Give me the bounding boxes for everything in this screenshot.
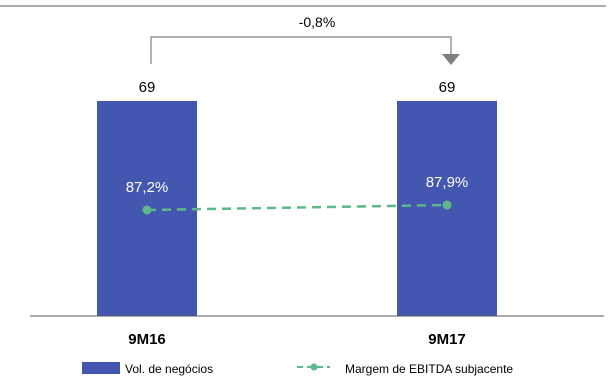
bar-value-label-9M17: 69 bbox=[439, 79, 456, 96]
change-label: -0,8% bbox=[299, 14, 336, 30]
category-label-9M17: 9M17 bbox=[428, 331, 466, 348]
legend-line-label: Margem de EBITDA subjacente bbox=[345, 362, 513, 376]
margin-point-9M16 bbox=[142, 205, 152, 215]
change-arrow-icon bbox=[442, 54, 460, 65]
bar-value-label-9M16: 69 bbox=[139, 79, 156, 96]
legend-bar-swatch bbox=[82, 362, 120, 374]
margin-line bbox=[146, 203, 448, 212]
change-bracket bbox=[150, 36, 452, 64]
legend-bar-label: Vol. de negócios bbox=[125, 362, 213, 376]
margin-point-9M17 bbox=[442, 200, 452, 210]
margin-label-9M16: 87,2% bbox=[126, 179, 169, 196]
category-label-9M16: 9M16 bbox=[128, 331, 166, 348]
margin-label-9M17: 87,9% bbox=[426, 174, 469, 191]
legend-line-dot-icon bbox=[310, 363, 318, 371]
